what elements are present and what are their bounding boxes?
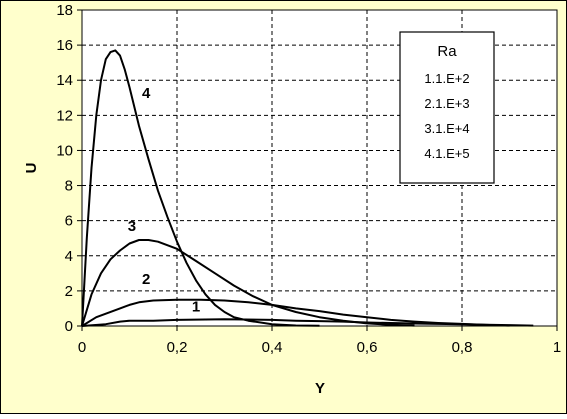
series-line-4 [81, 49, 320, 327]
x-tick-label-0: 0 [78, 339, 86, 356]
x-tick-label-3: 0,6 [357, 339, 378, 356]
series-line-2 [81, 298, 510, 327]
curve-label-3: 3 [128, 218, 136, 235]
x-axis-label: Y [315, 380, 325, 397]
y-axis-label: U [23, 163, 40, 174]
legend-entry-3: 3.1.E+4 [424, 121, 469, 136]
y-tick-label-0: 0 [65, 318, 73, 335]
y-tick-label-9: 18 [56, 2, 73, 19]
y-tick-label-3: 6 [65, 213, 73, 230]
curve-label-4: 4 [142, 85, 151, 102]
curve-label-2: 2 [142, 271, 150, 288]
y-tick-label-2: 4 [65, 248, 73, 265]
y-tick-label-8: 16 [56, 37, 73, 54]
series-lines [81, 49, 534, 327]
series-line-3 [81, 239, 415, 327]
y-tick-label-1: 2 [65, 283, 73, 300]
y-tick-label-4: 8 [65, 178, 73, 195]
legend: Ra 1.1.E+2 2.1.E+3 3.1.E+4 4.1.E+5 [399, 31, 495, 184]
y-tick-label-7: 14 [56, 72, 73, 89]
legend-entry-4: 4.1.E+5 [424, 146, 469, 161]
x-tick-label-4: 0,8 [452, 339, 473, 356]
legend-entry-1: 1.1.E+2 [424, 71, 469, 86]
legend-title: Ra [437, 43, 457, 60]
y-tick-label-6: 12 [56, 107, 73, 124]
curve-label-1: 1 [192, 299, 200, 316]
legend-box [399, 31, 495, 184]
x-tick-label-5: 1 [553, 339, 561, 356]
x-tick-label-2: 0,4 [262, 339, 283, 356]
legend-entry-2: 2.1.E+3 [424, 96, 469, 111]
x-tick-label-1: 0,2 [167, 339, 188, 356]
y-tick-label-5: 10 [56, 142, 73, 159]
curve-labels: 1 2 3 4 [128, 85, 200, 316]
